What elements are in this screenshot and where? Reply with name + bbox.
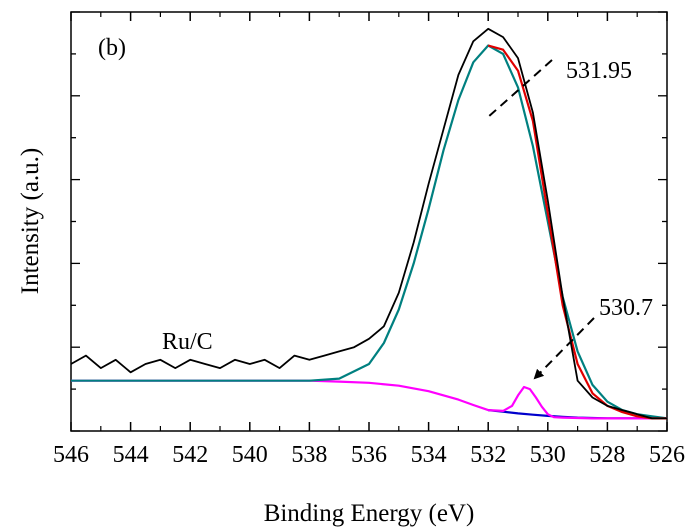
x-axis-title: Binding Energy (eV) [264, 500, 475, 527]
panel-label: (b) [98, 35, 126, 61]
annotation-label-531-95: 531.95 [566, 58, 632, 84]
annotation-layer: 531.95 530.7 [486, 58, 653, 380]
x-axis-ticks [70, 12, 668, 431]
x-tick-label: 540 [232, 442, 268, 468]
x-tick-label: 546 [53, 442, 89, 468]
x-tick-label: 528 [589, 442, 625, 468]
x-tick-label: 534 [411, 442, 447, 468]
sample-label: Ru/C [162, 329, 213, 355]
series-line-peak-531.95 [71, 44, 668, 420]
y-axis-ticks [71, 11, 667, 432]
x-axis-tick-labels: 546 544 542 540 538 536 534 532 530 528 526 [53, 442, 685, 468]
x-tick-label: 542 [172, 442, 208, 468]
x-tick-label: 532 [470, 442, 506, 468]
series-line-raw-spectrum [70, 27, 667, 420]
x-tick-label: 536 [351, 442, 387, 468]
series-line-envelope-fit [487, 44, 667, 420]
series-line-peak-530.7 [71, 379, 667, 420]
annotation-label-530-7: 530.7 [599, 295, 653, 321]
y-axis-title: Intensity (a.u.) [17, 148, 44, 294]
x-tick-label: 530 [530, 442, 566, 468]
series-layer [70, 27, 668, 420]
x-tick-label: 538 [291, 442, 327, 468]
x-tick-label: 526 [649, 442, 685, 468]
x-tick-label: 544 [113, 442, 149, 468]
